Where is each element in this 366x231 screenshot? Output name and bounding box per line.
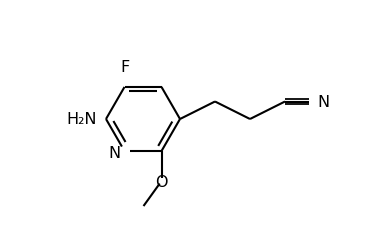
Text: H₂N: H₂N	[66, 112, 97, 127]
Text: F: F	[120, 60, 129, 75]
Text: N: N	[317, 94, 329, 109]
Text: O: O	[155, 174, 168, 189]
Text: N: N	[108, 145, 120, 160]
